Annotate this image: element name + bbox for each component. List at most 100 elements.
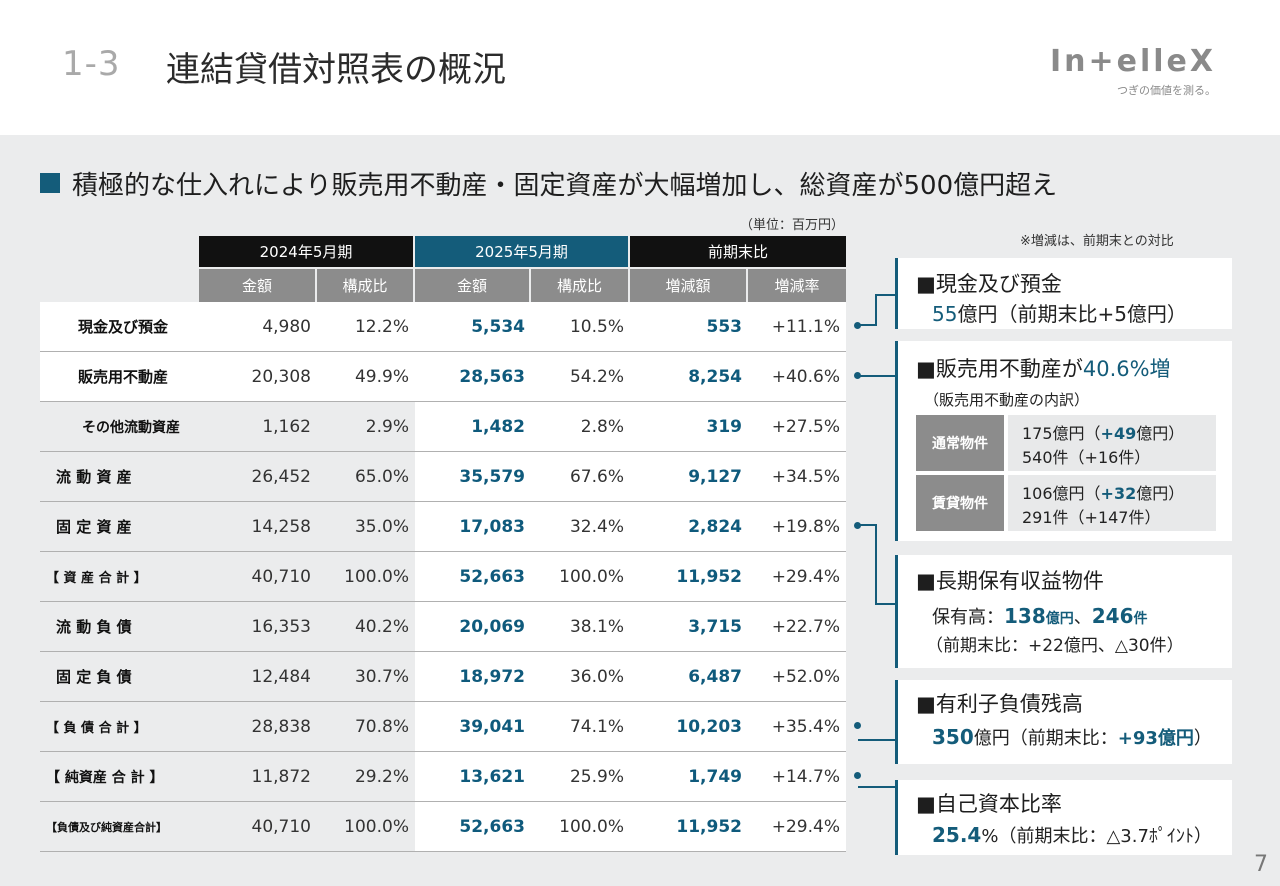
table-cell: 39,041 xyxy=(459,716,525,737)
table-row: 販売用不動産 20,308 49.9% 28,563 54.2% 8,254 +40.6% xyxy=(40,352,861,402)
holdings-label: 保有高： xyxy=(932,607,1004,628)
headline-text: 積極的な仕入れにより販売用不動産・固定資産が大幅増加し、総資産が500億円超え xyxy=(72,171,1058,201)
table-cell: 100.0% xyxy=(559,816,624,837)
subheader-change-rate: 増減率 xyxy=(748,269,846,302)
subheader-ratio-2025: 構成比 xyxy=(531,269,628,302)
table-cell: 1,749 xyxy=(688,766,742,787)
equity-value: 25.4 xyxy=(932,823,982,847)
connector-dot-icon xyxy=(854,522,861,529)
regular-property-line2: 540件（+16件） xyxy=(1022,448,1151,467)
cash-value: 55 xyxy=(932,302,958,326)
inventory-box-title: ■販売用不動産が40.6%増 xyxy=(916,353,1171,383)
rental-amount: 106億円（ xyxy=(1022,484,1101,503)
rental-property-tag: 賃貸物件 xyxy=(916,475,1004,531)
table-cell: 52,663 xyxy=(459,816,525,837)
highlight-bg xyxy=(415,402,846,451)
table-cell: 40.2% xyxy=(354,616,409,637)
highlight-bg xyxy=(415,602,846,651)
longterm-change: （前期末比：+22億円、△30件） xyxy=(926,636,1184,656)
table-cell: 10.5% xyxy=(569,316,624,337)
table-cell: 29.2% xyxy=(354,766,409,787)
table-cell: 35.0% xyxy=(354,516,409,537)
highlight-bg xyxy=(415,552,846,601)
header-2025: 2025年5月期 xyxy=(415,236,628,267)
connector-dot-icon xyxy=(854,322,861,329)
table-cell: 1,482 xyxy=(471,416,525,437)
highlight-bg xyxy=(415,702,846,751)
longterm-holdings: 保有高：138億円、246件 xyxy=(932,603,1148,629)
holdings-count-unit: 件 xyxy=(1133,611,1148,627)
header-2024: 2024年5月期 xyxy=(199,236,413,267)
headline: 積極的な仕入れにより販売用不動産・固定資産が大幅増加し、総資産が500億円超え xyxy=(40,165,1057,202)
table-cell: 36.0% xyxy=(569,666,624,687)
table-row: 【負債及び純資産合計】 40,710 100.0% 52,663 100.0% 11,95… xyxy=(40,802,846,852)
row-label: その他流動資産 xyxy=(82,419,180,436)
table-cell: 12.2% xyxy=(354,316,409,337)
table-cell: 11,952 xyxy=(676,566,742,587)
table-cell: 2.8% xyxy=(580,416,624,437)
row-label: 固 定 資 産 xyxy=(56,518,132,536)
regular-property-tag: 通常物件 xyxy=(916,415,1004,471)
highlight-bg xyxy=(415,302,846,351)
table-cell: +14.7% xyxy=(771,766,840,787)
inventory-title-prefix: ■販売用不動産が xyxy=(916,357,1083,381)
row-label: 現金及び預金 xyxy=(78,318,169,336)
page-title: 連結貸借対照表の概況 xyxy=(166,50,506,90)
table-row: 【 純資産 合 計 】 11,872 29.2% 13,621 25.9% 1,749 +1… xyxy=(40,752,861,802)
table-cell: 3,715 xyxy=(688,616,742,637)
table-cell: 67.6% xyxy=(569,466,624,487)
table-cell: 74.1% xyxy=(569,716,624,737)
table-cell: 52,663 xyxy=(459,566,525,587)
highlight-bg xyxy=(415,502,846,551)
equity-text: %（前期末比：△3.7ﾎﾟｲﾝﾄ） xyxy=(981,826,1212,847)
table-cell: 5,534 xyxy=(471,316,525,337)
highlight-bg xyxy=(415,452,846,501)
connector-cash-v xyxy=(875,294,877,326)
subheader-change-amount: 増減額 xyxy=(630,269,746,302)
row-label: 流 動 負 債 xyxy=(56,618,132,636)
table-cell: 40,710 xyxy=(251,566,311,587)
table-cell: +22.7% xyxy=(771,616,840,637)
holdings-count: 246 xyxy=(1091,604,1134,628)
row-label: 【 純資産 合 計 】 xyxy=(46,769,164,786)
holdings-amount-unit: 億円 xyxy=(1045,611,1074,627)
holdings-separator: 、 xyxy=(1073,607,1092,628)
highlight-bg xyxy=(415,752,846,801)
connector-cash-h xyxy=(858,324,876,326)
table-row: その他流動資産 1,162 2.9% 1,482 2.8% 319 +27.5% xyxy=(40,402,846,452)
table-cell: 14,258 xyxy=(251,516,311,537)
debt-detail: 350億円（前期末比：+93億円） xyxy=(932,724,1212,750)
table-cell: 553 xyxy=(706,316,743,337)
table-cell: 4,980 xyxy=(262,316,311,337)
table-cell: 8,254 xyxy=(688,366,742,387)
highlight-bg xyxy=(415,352,846,401)
inventory-box: ■販売用不動産が40.6%増 （販売用不動産の内訳） 通常物件 175億円（+4… xyxy=(895,341,1232,541)
unit-note: （単位：百万円） xyxy=(740,218,845,233)
table-cell: 100.0% xyxy=(344,566,409,587)
table-cell: 30.7% xyxy=(354,666,409,687)
connector-fixed-h2 xyxy=(875,603,895,605)
company-logo: In+elleX つぎの価値を測る。 xyxy=(1049,44,1222,97)
logo-wordmark: In+elleX xyxy=(1049,44,1216,79)
table-cell: +35.4% xyxy=(771,716,840,737)
longterm-property-box: ■長期保有収益物件 保有高：138億円、246件 （前期末比：+22億円、△30… xyxy=(895,555,1232,668)
row-label: 【 資 産 合 計 】 xyxy=(46,571,147,586)
table-cell: 35,579 xyxy=(459,466,525,487)
debt-box-title: ■有利子負債残高 xyxy=(916,692,1083,716)
highlight-bg xyxy=(415,802,846,851)
debt-value: 350 xyxy=(932,725,974,749)
square-bullet-icon xyxy=(40,173,60,193)
table-cell: 319 xyxy=(706,416,743,437)
regular-amount: 175億円（ xyxy=(1022,424,1101,443)
connector-dot-icon xyxy=(854,372,861,379)
row-label: 固 定 負 債 xyxy=(56,668,132,686)
table-cell: 6,487 xyxy=(688,666,742,687)
table-cell: 100.0% xyxy=(344,816,409,837)
page-number: 7 xyxy=(1254,852,1268,877)
inventory-title-highlight: 40.6%増 xyxy=(1082,357,1171,381)
table-cell: 2,824 xyxy=(688,516,742,537)
table-cell: 65.0% xyxy=(354,466,409,487)
table-cell: 20,308 xyxy=(251,366,311,387)
table-cell: 40,710 xyxy=(251,816,311,837)
table-cell: +40.6% xyxy=(771,366,840,387)
